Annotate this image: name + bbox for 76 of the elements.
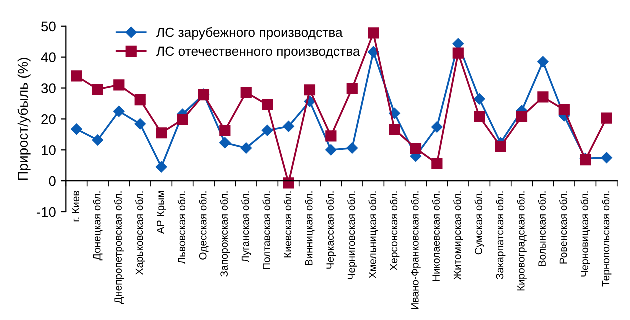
point: [114, 80, 125, 91]
x-tick-label: Днепропетровская обл.: [114, 192, 124, 304]
x-tick-label: Черкасская обл.: [326, 192, 336, 269]
y-tick-label: 10: [42, 145, 56, 156]
point: [134, 118, 146, 130]
x-tick-label: Хмельницкая обл.: [368, 192, 378, 279]
point: [326, 130, 337, 142]
point: [368, 46, 380, 58]
x-tick-label: Волынская обл.: [538, 192, 546, 266]
point: [601, 152, 612, 164]
x-tick-label: Тернопольская обл.: [602, 192, 612, 287]
x-tick-label: Харьковская обл.: [135, 192, 146, 275]
x-tick-label: Черновицкая обл.: [580, 192, 590, 277]
point: [601, 112, 612, 124]
point: [516, 111, 528, 122]
point: [432, 122, 443, 133]
point: [92, 84, 104, 96]
x-tick-label: г. Киев: [72, 191, 80, 222]
point: [368, 28, 380, 39]
x-tick-label: Сумская обл.: [474, 192, 484, 255]
point: [156, 128, 168, 139]
y-tick-label: 0: [49, 176, 56, 186]
x-tick-label: Киевская обл.: [284, 192, 292, 258]
point: [114, 106, 125, 118]
y-tick-label: 30: [42, 84, 56, 94]
legend-label: ЛС зарубежного производства: [156, 27, 343, 40]
legend-label: ЛС отечественного производства: [156, 46, 360, 59]
point: [134, 94, 146, 106]
y-tick-label: 50: [42, 22, 56, 32]
x-tick-label: Закарпатская обл.: [496, 192, 506, 280]
point: [177, 114, 188, 126]
x-tick-label: Ровенская обл.: [559, 192, 568, 264]
x-tick-label: Одесская обл.: [199, 192, 209, 260]
x-tick-label: Донецкая обл.: [93, 192, 103, 261]
point: [220, 125, 231, 136]
point: [474, 93, 486, 105]
point: [452, 48, 464, 59]
point: [495, 141, 506, 152]
y-tick-label: -10: [36, 207, 56, 218]
x-tick-label: Житомирская обл.: [453, 192, 464, 280]
x-tick-label: Запорожская обл.: [220, 192, 230, 277]
point: [283, 178, 294, 189]
point: [283, 121, 294, 132]
point: [346, 83, 358, 94]
y-axis-title: Прирост/убыль (%): [18, 58, 31, 180]
point: [262, 125, 274, 136]
point: [156, 162, 168, 173]
point: [538, 56, 549, 68]
point: [71, 124, 82, 136]
y-tick-label: 40: [41, 52, 56, 63]
x-tick-label: Винницкая обл.: [305, 192, 315, 266]
x-tick-label: Херсонская обл.: [390, 192, 400, 271]
point: [262, 99, 274, 111]
y-tick-label: 20: [42, 114, 56, 124]
point: [71, 70, 82, 82]
x-tick-label: АР Крым: [157, 192, 166, 234]
point: [326, 144, 337, 156]
point: [346, 142, 358, 154]
point: [240, 142, 252, 154]
point: [240, 87, 252, 98]
x-tick-label: Полтавская обл.: [262, 192, 270, 270]
point: [558, 104, 570, 116]
x-tick-label: Черниговская обл.: [347, 192, 358, 280]
x-tick-label: Ивано-Франковская обл.: [411, 192, 421, 310]
x-tick-label: Луганская обл.: [241, 192, 252, 263]
point: [389, 124, 400, 136]
x-tick-label: Кировоградская обл.: [517, 192, 527, 291]
point: [538, 92, 549, 103]
point: [92, 134, 104, 146]
point: [432, 158, 443, 170]
point: [220, 137, 231, 149]
point: [304, 84, 316, 96]
x-tick-label: Николаевская обл.: [432, 192, 440, 282]
point: [474, 111, 486, 122]
point: [410, 143, 422, 154]
x-tick-label: Львовская обл.: [178, 192, 186, 264]
